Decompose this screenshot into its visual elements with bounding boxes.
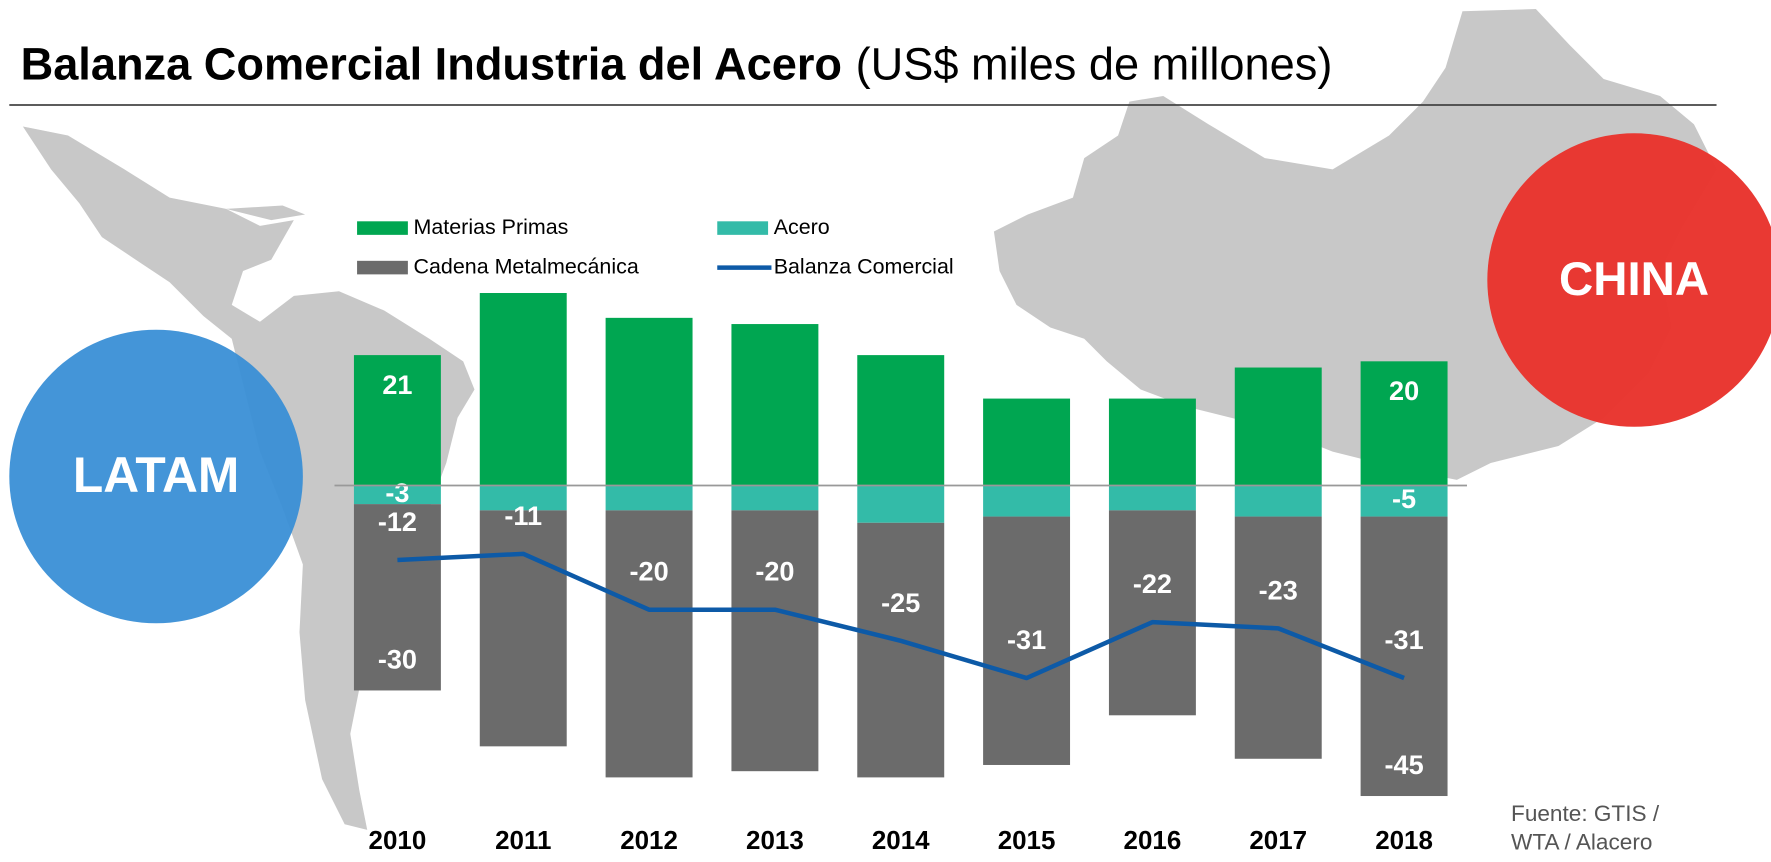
bar-segment [731,510,819,772]
x-tick-label: 2015 [998,825,1056,855]
bar-segment [731,324,819,486]
bar-segment [353,355,441,486]
data-label: -20 [630,556,669,587]
source-note: Fuente: GTIS / [1511,801,1660,826]
data-label: -25 [881,587,920,618]
bar-segment [605,510,693,778]
bar-segment [605,317,693,486]
data-label: -23 [1259,574,1298,605]
data-label: -31 [1007,624,1046,655]
chart-title: Balanza Comercial Industria del Acero (US… [21,39,1333,90]
bar-segment [479,510,567,747]
legend-swatch [357,221,408,235]
bar-segment [605,485,693,511]
bar-segment [1108,485,1196,511]
legend-swatch [717,221,769,235]
data-label: 20 [1389,375,1419,406]
bar-segment [1360,516,1448,797]
legend-label: Acero [774,215,830,239]
bar-segment [1234,367,1322,486]
bar-segment [1234,516,1322,759]
bar-segment [983,516,1071,765]
x-tick-label: 2013 [746,825,804,855]
x-tick-label: 2018 [1375,825,1433,855]
x-tick-label: 2014 [872,825,930,855]
bar-segment [479,293,567,486]
data-label: -30 [378,643,417,674]
data-label: -5 [1392,483,1416,514]
bar-segment [1234,485,1322,517]
bar-segment [1360,361,1448,486]
bar-segment [1108,510,1196,716]
legend-label: Balanza Comercial [774,254,954,278]
legend-label: Materias Primas [414,215,569,239]
map-caribbean [226,205,306,221]
china-circle [1487,133,1771,427]
data-label: -22 [1133,568,1172,599]
data-label: 21 [382,369,412,400]
x-tick-label: 2012 [620,825,678,855]
legend-label: Cadena Metalmecánica [414,254,639,278]
x-tick-label: 2017 [1249,825,1307,855]
title-units: (US$ miles de millones) [856,39,1333,90]
x-tick-label: 2010 [369,825,427,855]
region-label: CHINA [1559,253,1709,306]
data-label: -31 [1385,624,1424,655]
bar-segment [353,504,441,691]
data-label: -3 [385,477,409,508]
source-note: WTA / Alacero [1511,829,1652,854]
bar-segment [857,355,945,486]
title-main: Balanza Comercial Industria del Acero [21,39,842,90]
line-series [397,551,1405,681]
bar-segment [731,485,819,511]
bar-segment [479,485,567,511]
legend-swatch [357,260,408,275]
data-label: -11 [504,500,542,531]
x-tick-label: 2011 [495,825,551,855]
data-label: -12 [378,506,417,537]
x-tick-label: 2016 [1124,825,1182,855]
bar-segment [983,485,1071,517]
bar-segment [353,485,441,505]
data-label: -45 [1385,749,1424,780]
latam-circle [9,329,303,624]
region-label: LATAM [73,447,239,503]
bar-segment [983,398,1071,486]
bar-segment [857,485,945,523]
bar-segment [1108,398,1196,486]
bar-segment [1360,485,1448,517]
plot: Materias Primas Acero Cadena Metalmecánica… [334,215,1467,855]
data-label: -20 [755,556,794,587]
